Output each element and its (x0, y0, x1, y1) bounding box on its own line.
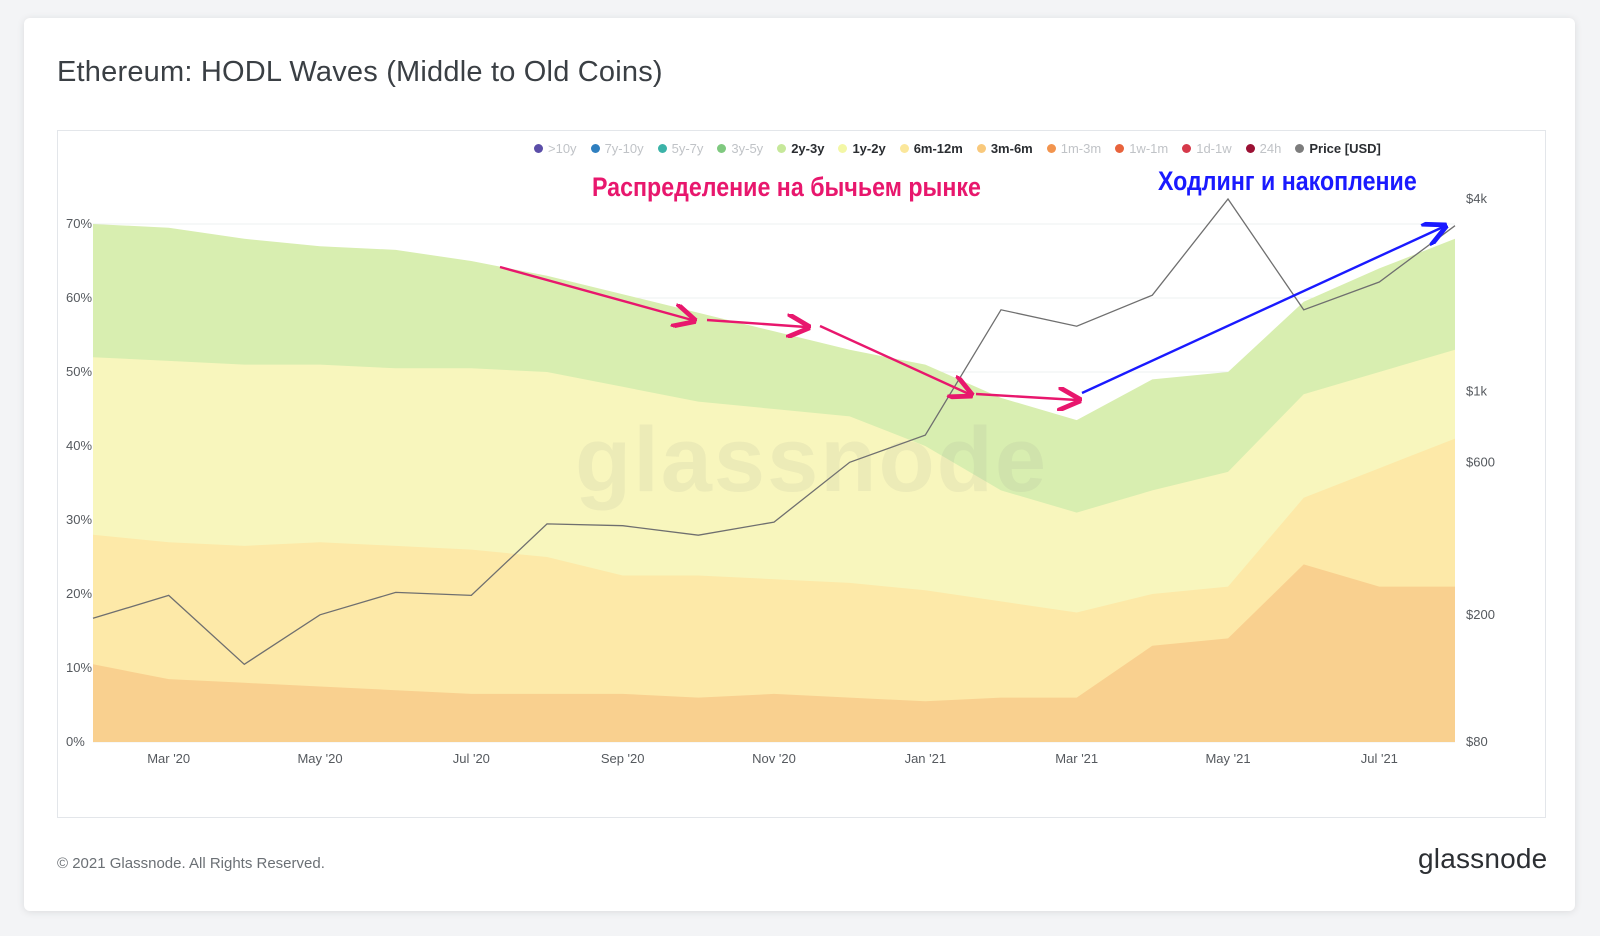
legend-item-6m-12m[interactable]: 6m-12m (899, 141, 963, 156)
x-tick-label: May '20 (297, 751, 342, 766)
legend-item-1m-3m[interactable]: 1m-3m (1046, 141, 1102, 156)
y-left-tick-label: 40% (66, 438, 92, 453)
legend-item-1d-1w[interactable]: 1d-1w (1182, 141, 1232, 156)
area-6m-12m (93, 438, 1455, 742)
x-tick-label: Nov '20 (752, 751, 796, 766)
watermark: glassnode (575, 409, 1049, 511)
legend-dot-icon (590, 144, 600, 153)
legend-dot-icon (777, 144, 787, 153)
y-right-tick-label: $1k (1466, 383, 1487, 398)
legend-item-3y-5y[interactable]: 3y-5y (717, 141, 763, 156)
legend-dot-icon (534, 144, 543, 153)
distribution-arrow (499, 265, 692, 320)
legend-dot-icon (899, 144, 909, 153)
y-left-tick-label: 50% (66, 364, 92, 379)
legend-item-7y-10y[interactable]: 7y-10y (590, 141, 644, 156)
y-right-tick-label: $4k (1466, 191, 1487, 206)
brand-logo: glassnode (1418, 843, 1548, 874)
y-left-tick-label: 30% (66, 512, 92, 527)
legend-item-2y-3y[interactable]: 2y-3y (777, 141, 824, 156)
legend-item-1y-2y[interactable]: 1y-2y (838, 141, 886, 156)
y-left-tick-label: 10% (66, 660, 92, 675)
legend-item-price-usd-[interactable]: Price [USD] (1295, 141, 1381, 156)
legend-label: 7y-10y (604, 141, 644, 156)
legend-item-24h[interactable]: 24h (1245, 141, 1282, 156)
x-tick-label: Mar '21 (1055, 751, 1098, 766)
x-tick-label: May '21 (1205, 751, 1250, 766)
legend-dot-icon (1245, 144, 1255, 153)
legend-label: 1y-2y (852, 141, 886, 156)
hodling-arrow (1081, 227, 1443, 395)
y-left-tick-label: 70% (66, 216, 92, 231)
annotation-hodling: Ходлинг и накопление (1158, 166, 1417, 196)
legend-item-3m-6m[interactable]: 3m-6m (976, 141, 1033, 156)
distribution-arrow (975, 394, 1077, 400)
x-tick-label: Mar '20 (147, 751, 190, 766)
legend-label: 3y-5y (731, 141, 764, 156)
y-left-tick-label: 20% (66, 586, 92, 601)
x-tick-label: Sep '20 (601, 751, 645, 766)
x-tick-label: Jul '20 (453, 751, 490, 766)
y-left-tick-label: 60% (66, 290, 92, 305)
x-tick-label: Jan '21 (905, 751, 947, 766)
legend-label: >10y (548, 141, 577, 156)
legend-label: 24h (1259, 141, 1282, 156)
legend-label: 6m-12m (913, 141, 963, 156)
y-right-tick-label: $600 (1466, 454, 1495, 469)
y-right-tick-label: $200 (1466, 607, 1495, 622)
legend-item--10y[interactable]: >10y (534, 141, 577, 156)
legend-dot-icon (1046, 144, 1056, 153)
legend-label: Price [USD] (1309, 141, 1381, 156)
area-3m-6m (93, 564, 1455, 742)
legend-dot-icon (657, 144, 667, 153)
copyright-text: © 2021 Glassnode. All Rights Reserved. (57, 855, 325, 872)
chart-title: Ethereum: HODL Waves (Middle to Old Coin… (57, 56, 663, 88)
chart-legend: >10y 7y-10y 5y-7y 3y-5y 2y-3y 1y-2y 6m-12m 3m-6… (534, 141, 1381, 156)
y-right-tick-label: $80 (1466, 734, 1488, 749)
annotation-distribution: Распределение на бычьем рынке (592, 172, 981, 202)
y-left-tick-label: 0% (66, 734, 85, 749)
legend-dot-icon (1295, 144, 1305, 153)
legend-label: 5y-7y (671, 141, 704, 156)
legend-label: 1d-1w (1196, 141, 1232, 156)
price-line (92, 197, 1456, 666)
legend-label: 2y-3y (791, 141, 825, 156)
legend-dot-icon (1182, 144, 1192, 153)
legend-item-5y-7y[interactable]: 5y-7y (657, 141, 704, 156)
legend-label: 3m-6m (990, 141, 1033, 156)
legend-dot-icon (717, 144, 727, 153)
legend-item-1w-1m[interactable]: 1w-1m (1115, 141, 1168, 156)
distribution-arrow (706, 320, 806, 327)
x-tick-label: Jul '21 (1361, 751, 1398, 766)
legend-label: 1w-1m (1129, 141, 1169, 156)
legend-dot-icon (1115, 144, 1125, 153)
legend-dot-icon (976, 144, 986, 153)
legend-dot-icon (838, 144, 848, 153)
legend-label: 1m-3m (1060, 141, 1102, 156)
distribution-arrow (819, 324, 969, 394)
